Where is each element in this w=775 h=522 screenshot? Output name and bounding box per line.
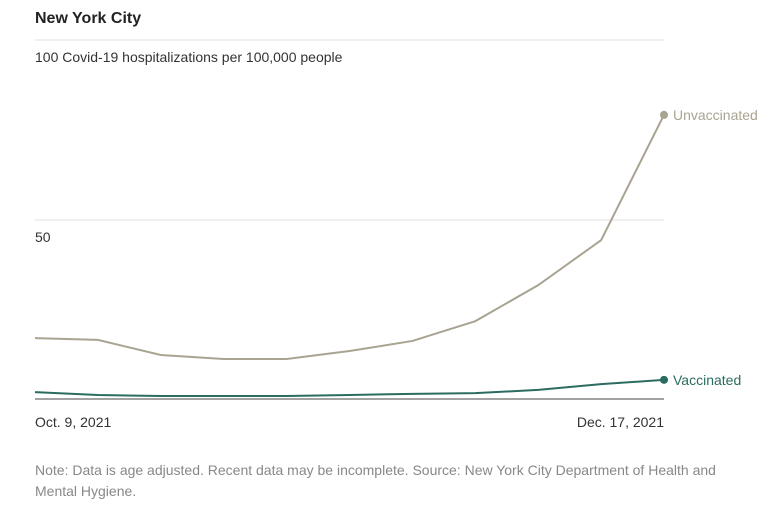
series-label: Unvaccinated <box>673 107 758 123</box>
chart-title: New York City <box>35 10 141 27</box>
y-tick-label: 100 Covid-19 hospitalizations per 100,00… <box>35 49 343 65</box>
end-dot <box>660 110 668 119</box>
end-dot <box>660 375 668 384</box>
series-line <box>34 378 665 398</box>
chart: New York City 50 100 Covid-19 hospitaliza… <box>34 10 758 430</box>
series-label: Vaccinated <box>673 372 741 388</box>
note: Note: Data is age adjusted. Recent data … <box>35 462 716 499</box>
series-line <box>34 114 665 360</box>
y-tick-label: 50 <box>35 229 51 245</box>
x-tick-label: Oct. 9, 2021 <box>35 414 111 430</box>
x-tick-label: Dec. 17, 2021 <box>577 414 664 430</box>
